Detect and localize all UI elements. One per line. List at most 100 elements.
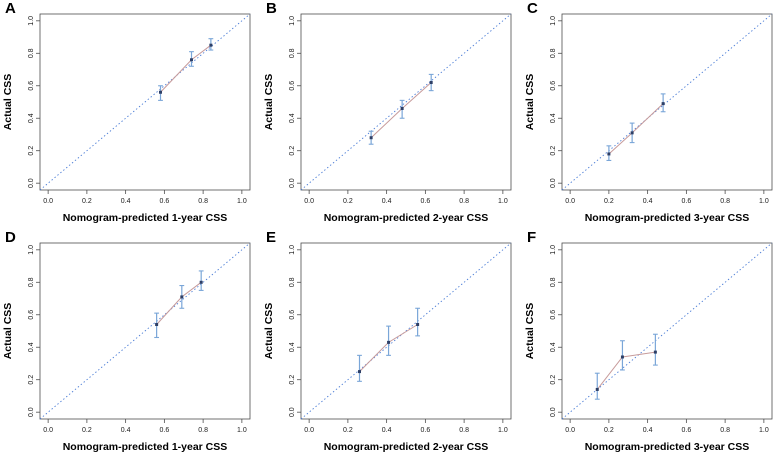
y-tick-label: 0.2 — [550, 146, 557, 156]
data-point — [209, 43, 213, 47]
plot-box — [300, 13, 512, 191]
x-tick-label: 0.4 — [382, 198, 392, 205]
y-tick-label: 0.6 — [289, 310, 296, 320]
panel-A-plot: 0.0 0.0 0.2 0.2 0.4 0.4 0.6 0.6 0.8 0.8 1.0 1.0 Nomo… — [2, 13, 251, 224]
x-tick-label: 0.0 — [304, 427, 314, 434]
x-axis-label: Nomogram-predicted 3-year CSS — [585, 212, 750, 224]
x-tick-label: 0.2 — [604, 427, 614, 434]
calibration-line — [596, 351, 656, 390]
y-tick-label: 0.8 — [550, 277, 557, 287]
y-tick-label: 0.8 — [289, 277, 296, 287]
diagonal-reference-line — [561, 13, 773, 191]
data-point — [607, 152, 611, 156]
data-point — [429, 81, 433, 85]
panel-letter-E: E — [266, 229, 277, 246]
y-tick-label: 0.8 — [28, 277, 35, 287]
x-tick-label: 1.0 — [498, 427, 508, 434]
y-tick-label: 0.6 — [28, 310, 35, 320]
diagonal-reference-line — [300, 13, 512, 191]
x-tick-label: 0.4 — [121, 198, 131, 205]
x-tick-label: 0.4 — [382, 427, 392, 434]
data-point — [653, 350, 657, 354]
x-tick-label: 0.6 — [160, 427, 170, 434]
plot-box — [300, 242, 512, 420]
x-tick-label: 0.8 — [459, 198, 469, 205]
panel-A: A 0.0 0.0 0.2 0.2 0.4 0.4 0.6 0.6 0.8 0.8 1.0 1.0 No… — [0, 0, 261, 228]
panel-letter-F: F — [527, 229, 537, 246]
data-point — [595, 387, 599, 391]
y-axis-label: Actual CSS — [2, 74, 14, 131]
data-point — [416, 323, 420, 327]
x-tick-label: 0.6 — [682, 427, 692, 434]
x-tick-label: 0.0 — [565, 198, 575, 205]
x-tick-label: 0.8 — [198, 427, 208, 434]
x-tick-label: 1.0 — [759, 427, 769, 434]
y-tick-label: 0.0 — [550, 407, 557, 417]
panel-E-plot: 0.0 0.0 0.2 0.2 0.4 0.4 0.6 0.6 0.8 0.8 1.0 1.0 Nomo… — [263, 242, 512, 453]
panel-B-plot: 0.0 0.0 0.2 0.2 0.4 0.4 0.6 0.6 0.8 0.8 1.0 1.0 Nomo… — [263, 13, 512, 224]
y-tick-label: 0.8 — [28, 48, 35, 58]
diagonal-reference-line — [300, 242, 512, 420]
x-tick-label: 0.2 — [82, 198, 92, 205]
plot-box — [561, 242, 773, 420]
calibration-line — [370, 82, 432, 139]
panel-letter-A: A — [5, 0, 16, 17]
x-tick-label: 0.6 — [682, 198, 692, 205]
y-tick-label: 1.0 — [550, 245, 557, 255]
x-tick-label: 0.6 — [421, 427, 431, 434]
plot-box — [561, 13, 773, 191]
panel-letter-D: D — [5, 229, 16, 246]
y-tick-label: 0.4 — [289, 113, 296, 123]
x-tick-label: 0.4 — [643, 198, 653, 205]
y-tick-label: 0.2 — [28, 375, 35, 385]
y-tick-label: 0.4 — [28, 342, 35, 352]
y-tick-label: 0.2 — [289, 146, 296, 156]
x-tick-label: 0.2 — [343, 427, 353, 434]
y-tick-label: 0.4 — [28, 113, 35, 123]
data-point — [199, 280, 203, 284]
y-tick-label: 0.0 — [289, 178, 296, 188]
panel-D-plot: 0.0 0.0 0.2 0.2 0.4 0.4 0.6 0.6 0.8 0.8 1.0 1.0 Nomo… — [2, 242, 251, 453]
y-tick-label: 0.0 — [28, 407, 35, 417]
y-tick-label: 0.6 — [550, 310, 557, 320]
data-point — [387, 340, 391, 344]
x-tick-label: 0.8 — [459, 427, 469, 434]
calibration-line — [608, 103, 664, 155]
data-point — [158, 90, 162, 94]
y-tick-label: 0.4 — [550, 342, 557, 352]
y-tick-label: 0.2 — [550, 375, 557, 385]
data-point — [630, 131, 634, 135]
data-point — [358, 370, 362, 374]
data-point — [400, 106, 404, 110]
data-point — [189, 58, 193, 62]
panel-F: F 0.0 0.0 0.2 0.2 0.4 0.4 0.6 0.6 0.8 0.8 1.0 1.0 No… — [522, 229, 783, 457]
y-tick-label: 1.0 — [289, 16, 296, 26]
y-tick-label: 1.0 — [28, 16, 35, 26]
y-tick-label: 0.0 — [28, 178, 35, 188]
x-tick-label: 0.0 — [304, 198, 314, 205]
x-tick-label: 0.8 — [720, 427, 730, 434]
x-tick-label: 0.2 — [343, 198, 353, 205]
y-tick-label: 1.0 — [550, 16, 557, 26]
diagonal-reference-line — [39, 13, 251, 191]
y-tick-label: 0.2 — [28, 146, 35, 156]
plot-box — [39, 13, 251, 191]
y-axis-label: Actual CSS — [263, 74, 275, 131]
plot-box — [39, 242, 251, 420]
y-axis-label: Actual CSS — [2, 303, 14, 360]
x-tick-label: 0.6 — [160, 198, 170, 205]
x-tick-label: 0.0 — [565, 427, 575, 434]
y-tick-label: 0.0 — [550, 178, 557, 188]
panel-C: C 0.0 0.0 0.2 0.2 0.4 0.4 0.6 0.6 0.8 0.8 1.0 1.0 No… — [522, 0, 783, 228]
diagonal-reference-line — [39, 242, 251, 420]
panel-F-plot: 0.0 0.0 0.2 0.2 0.4 0.4 0.6 0.6 0.8 0.8 1.0 1.0 Nomo… — [524, 242, 773, 453]
y-tick-label: 1.0 — [289, 245, 296, 255]
diagonal-reference-line — [561, 242, 773, 420]
panel-E: E 0.0 0.0 0.2 0.2 0.4 0.4 0.6 0.6 0.8 0.8 1.0 1.0 No… — [261, 229, 522, 457]
panel-letter-C: C — [527, 0, 538, 17]
y-tick-label: 0.4 — [289, 342, 296, 352]
y-tick-label: 0.6 — [28, 81, 35, 91]
x-axis-label: Nomogram-predicted 2-year CSS — [324, 212, 489, 224]
x-tick-label: 1.0 — [237, 198, 247, 205]
